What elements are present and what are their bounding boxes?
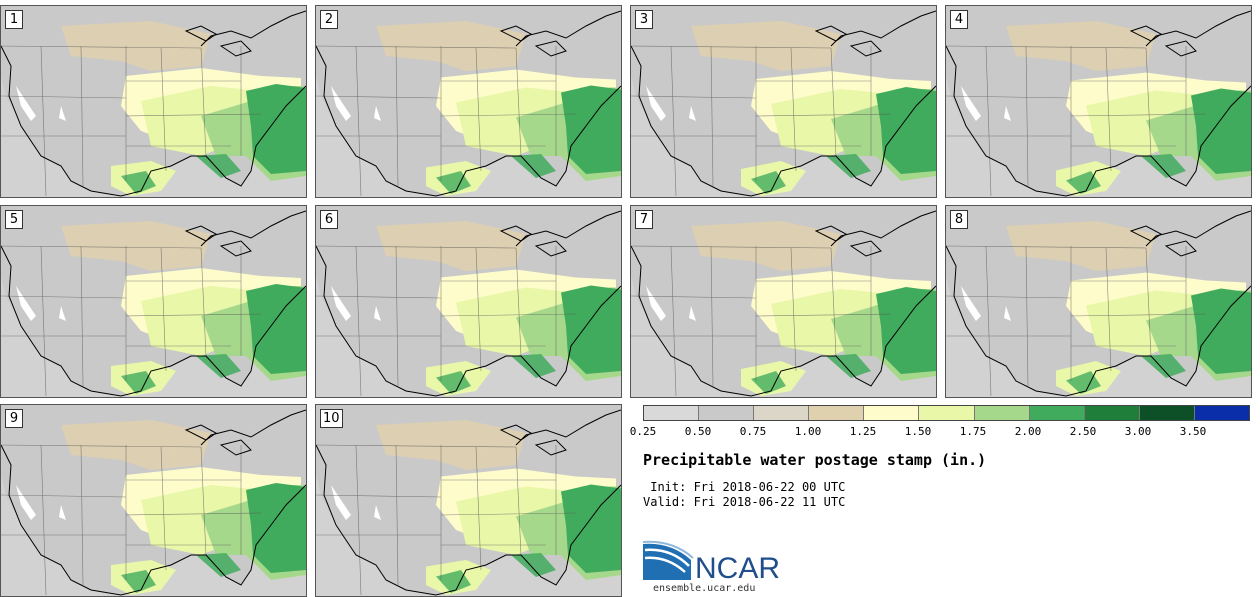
colorbar-tick-label: 1.00 [794, 425, 822, 438]
member-label: 7 [635, 210, 653, 229]
stamp-member-9: 9 [0, 404, 307, 597]
stamp-member-10: 10 [315, 404, 622, 597]
colorbar-tick-label: 1.25 [849, 425, 877, 438]
member-label: 6 [320, 210, 338, 229]
stamp-member-5: 5 [0, 205, 307, 398]
stamp-map [631, 6, 936, 197]
stamp-member-3: 3 [630, 5, 937, 198]
colorbar-segment [864, 406, 920, 420]
member-label: 1 [5, 10, 23, 29]
stamp-map [631, 206, 936, 397]
member-label: 9 [5, 409, 23, 428]
stamp-map [946, 206, 1251, 397]
site-url: ensemble.ucar.edu [653, 583, 756, 594]
valid-time: Valid: Fri 2018-06-22 11 UTC [643, 495, 846, 509]
member-label: 10 [320, 409, 343, 428]
colorbar-tick-label: 0.25 [629, 425, 657, 438]
member-label: 4 [950, 10, 968, 29]
member-label: 5 [5, 210, 23, 229]
colorbar-tick-label: 3.50 [1179, 425, 1207, 438]
stamp-map [1, 206, 306, 397]
colorbar-segment [1084, 406, 1140, 420]
stamp-member-2: 2 [315, 5, 622, 198]
colorbar-tick-label: 1.50 [904, 425, 932, 438]
stamp-map [1, 405, 306, 596]
colorbar-segment [1029, 406, 1085, 420]
colorbar-tick-label: 2.50 [1069, 425, 1097, 438]
colorbar-segment [919, 406, 975, 420]
member-label: 8 [950, 210, 968, 229]
colorbar-segment [754, 406, 810, 420]
init-time: Init: Fri 2018-06-22 00 UTC [643, 480, 846, 494]
stamp-member-4: 4 [945, 5, 1252, 198]
stamp-member-1: 1 [0, 5, 307, 198]
colorbar-segment [1194, 406, 1250, 420]
colorbar-segment [699, 406, 755, 420]
logo-text: NCAR [695, 552, 780, 585]
colorbar-tick-label: 1.75 [959, 425, 987, 438]
colorbar [643, 405, 1250, 421]
colorbar-tick-label: 3.00 [1124, 425, 1152, 438]
colorbar-tick-label: 2.00 [1014, 425, 1042, 438]
stamp-member-8: 8 [945, 205, 1252, 398]
figure-title: Precipitable water postage stamp (in.) [643, 451, 987, 469]
stamp-map [1, 6, 306, 197]
member-label: 3 [635, 10, 653, 29]
colorbar-segment [644, 406, 700, 420]
colorbar-segment [1139, 406, 1195, 420]
stamp-map [316, 405, 621, 596]
stamp-member-6: 6 [315, 205, 622, 398]
ncar-logo: NCAR [643, 540, 780, 585]
colorbar-tick-label: 0.50 [684, 425, 712, 438]
colorbar-tick-label: 0.75 [739, 425, 767, 438]
stamp-map [946, 6, 1251, 197]
stamp-member-7: 7 [630, 205, 937, 398]
stamp-map [316, 206, 621, 397]
colorbar-segment [974, 406, 1030, 420]
stamp-map [316, 6, 621, 197]
member-label: 2 [320, 10, 338, 29]
colorbar-segment [809, 406, 865, 420]
